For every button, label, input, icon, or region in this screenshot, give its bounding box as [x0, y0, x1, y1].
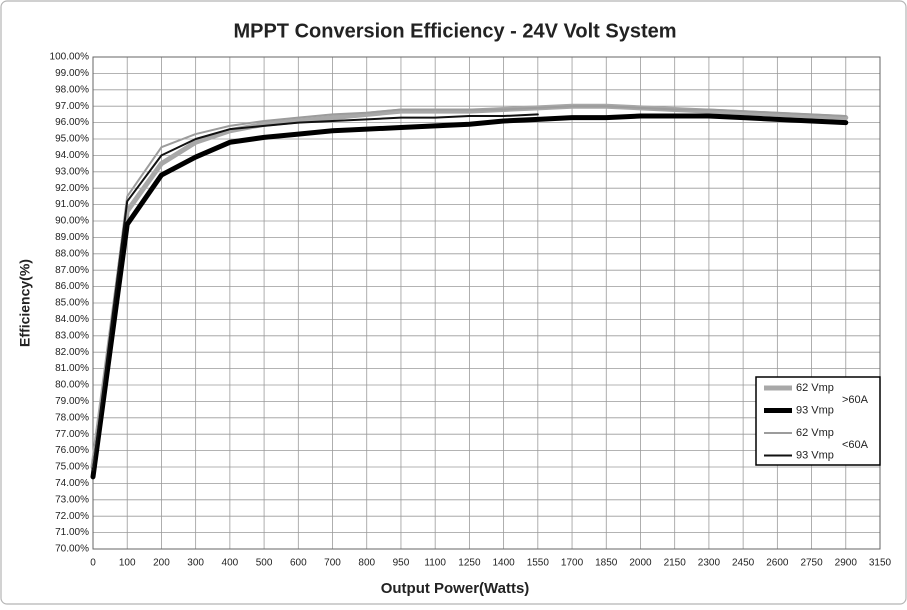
x-tick-label: 400 [222, 558, 239, 569]
y-tick-label: 93.00% [55, 166, 89, 177]
x-tick-label: 0 [90, 558, 96, 569]
y-tick-label: 94.00% [55, 150, 89, 161]
x-tick-label: 1400 [492, 558, 515, 569]
y-tick-label: 92.00% [55, 183, 89, 194]
y-tick-label: 87.00% [55, 265, 89, 276]
x-tick-label: 1700 [561, 558, 584, 569]
legend-label: 93 Vmp [796, 449, 834, 461]
x-tick-label: 2900 [835, 558, 858, 569]
x-tick-label: 800 [358, 558, 375, 569]
x-tick-label: 950 [393, 558, 410, 569]
y-axis-label: Efficiency(%) [17, 259, 33, 347]
y-tick-label: 72.00% [55, 511, 89, 522]
y-tick-label: 100.00% [50, 52, 90, 63]
x-tick-label: 300 [187, 558, 204, 569]
y-tick-label: 84.00% [55, 314, 89, 325]
y-tick-label: 75.00% [55, 462, 89, 473]
y-tick-label: 76.00% [55, 445, 89, 456]
x-tick-label: 2600 [766, 558, 789, 569]
legend-label: 62 Vmp [796, 427, 834, 439]
y-tick-label: 80.00% [55, 380, 89, 391]
y-tick-label: 97.00% [55, 101, 89, 112]
x-tick-label: 1850 [595, 558, 618, 569]
y-tick-label: 74.00% [55, 478, 89, 489]
y-tick-label: 98.00% [55, 84, 89, 95]
x-axis-label: Output Power(Watts) [381, 580, 530, 597]
x-tick-label: 1100 [424, 558, 446, 569]
legend-box [755, 376, 881, 466]
x-tick-label: 2750 [800, 558, 823, 569]
y-tick-label: 99.00% [55, 68, 89, 79]
x-tick-label: 1550 [527, 558, 550, 569]
plot-border [92, 56, 881, 550]
x-tick-label: 2150 [664, 558, 687, 569]
chart-title: MPPT Conversion Efficiency - 24V Volt Sy… [233, 20, 676, 42]
x-tick-label: 2450 [732, 558, 755, 569]
x-tick-label: 2300 [698, 558, 721, 569]
y-tick-label: 73.00% [55, 494, 89, 505]
y-tick-label: 95.00% [55, 134, 89, 145]
x-tick-label: 500 [256, 558, 273, 569]
x-tick-label: 2000 [629, 558, 652, 569]
x-tick-label: 100 [119, 558, 136, 569]
y-tick-label: 78.00% [55, 412, 89, 423]
y-tick-label: 77.00% [55, 429, 89, 440]
y-tick-label: 90.00% [55, 216, 89, 227]
series-line [90, 113, 849, 480]
y-tick-label: 70.00% [55, 544, 89, 555]
y-tick-label: 83.00% [55, 330, 89, 341]
y-tick-label: 82.00% [55, 347, 89, 358]
y-tick-label: 96.00% [55, 117, 89, 128]
y-tick-label: 85.00% [55, 298, 89, 309]
legend-label: 62 Vmp [796, 382, 834, 394]
y-tick-label: 79.00% [55, 396, 89, 407]
y-tick-label: 88.00% [55, 248, 89, 259]
series-line [92, 105, 847, 468]
legend-label: 93 Vmp [796, 404, 834, 416]
series-line [90, 103, 849, 470]
x-tick-label: 200 [153, 558, 170, 569]
y-tick-label: 81.00% [55, 363, 89, 374]
x-tick-label: 700 [324, 558, 341, 569]
legend-group-label: <60A [842, 439, 869, 451]
series-line [92, 113, 539, 472]
x-tick-label: 600 [290, 558, 307, 569]
x-tick-label: 1250 [458, 558, 481, 569]
y-tick-label: 89.00% [55, 232, 89, 243]
y-tick-label: 86.00% [55, 281, 89, 292]
y-tick-label: 91.00% [55, 199, 89, 210]
x-tick-label: 3150 [869, 558, 892, 569]
y-tick-label: 71.00% [55, 527, 89, 538]
legend-group-label: >60A [842, 394, 869, 406]
